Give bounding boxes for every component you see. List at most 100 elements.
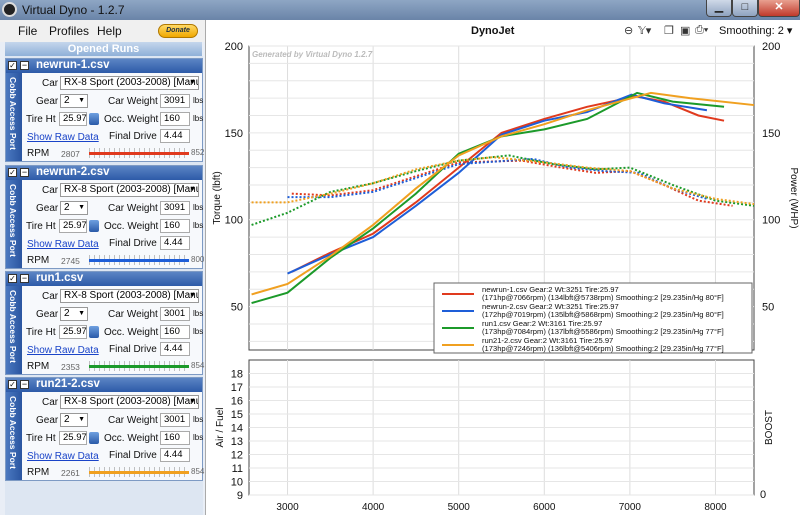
rpm-slider[interactable]: 852 [89, 148, 204, 158]
afr-tick-label: 14 [231, 423, 243, 435]
final-drive-input[interactable]: 4.44 [160, 342, 190, 356]
car-weight-input[interactable]: 3001 [160, 413, 190, 427]
show-raw-data-link[interactable]: Show Raw Data [27, 132, 99, 143]
chevron-down-icon: ▼ [189, 292, 196, 299]
chevron-down-icon: ▼ [78, 416, 85, 423]
car-weight-input[interactable]: 3001 [160, 307, 190, 321]
run-visible-checkbox[interactable]: ✓ [8, 274, 17, 283]
gear-select[interactable]: 2 ▼ [60, 307, 88, 321]
occ-weight-unit: lbs [193, 327, 204, 336]
occ-weight-unit: lbs [193, 433, 204, 442]
chevron-down-icon: ▼ [189, 79, 196, 86]
show-raw-data-link[interactable]: Show Raw Data [27, 345, 99, 356]
filter-icon[interactable]: 𝕐▾ [638, 25, 652, 37]
occ-weight-label: Occ. Weight [104, 114, 159, 125]
print-icon[interactable]: ⎙▾ [695, 24, 709, 36]
car-select[interactable]: RX-8 Sport (2003-2008) [Manual] ▼ [60, 76, 199, 90]
tire-ht-input[interactable]: 25.97 [59, 431, 87, 445]
gear-label: Gear [36, 203, 59, 214]
y-axis-label: Torque (lbft) [212, 171, 223, 224]
car-weight-label: Car Weight [108, 415, 158, 426]
legend-entry-detail: (173hp@7084rpm) (137lbft@5586rpm) Smooth… [482, 327, 724, 336]
car-weight-input[interactable]: 3091 [160, 94, 190, 108]
rpm-slider[interactable]: 854 [89, 467, 204, 477]
slider-track [89, 471, 189, 474]
car-weight-input[interactable]: 3091 [160, 201, 190, 215]
calculator-icon[interactable] [89, 326, 99, 338]
zoom-icon[interactable]: ⊖ [624, 25, 634, 37]
tire-ht-input[interactable]: 25.97 [59, 219, 87, 233]
run-name: newrun-2.csv [36, 166, 110, 178]
menu-bar: File Profiles Help Donate [0, 20, 205, 42]
menu-profiles[interactable]: Profiles [49, 24, 90, 38]
torque-series-line [287, 157, 708, 200]
legend-entry-name: run21-2.csv Gear:2 Wt:3161 Tire:25.97 [482, 336, 613, 345]
final-drive-input[interactable]: 4.44 [160, 448, 190, 462]
collapse-button[interactable]: − [20, 273, 29, 283]
afr-tick-label: 17 [231, 382, 243, 394]
run-name: run21-2.csv [36, 378, 100, 390]
run-visible-checkbox[interactable]: ✓ [8, 61, 17, 70]
rpm-max-value: 852 [191, 148, 205, 157]
chevron-down-icon: ▼ [78, 97, 85, 104]
y-tick-label: 100 [225, 215, 243, 227]
slider-track [89, 365, 189, 368]
car-weight-unit: lbs [193, 415, 204, 424]
y2-tick-label: 200 [762, 41, 780, 53]
collapse-button[interactable]: − [20, 379, 29, 389]
afr-tick-label: 11 [232, 463, 243, 475]
tire-ht-input[interactable]: 25.97 [59, 112, 87, 126]
collapse-button[interactable]: − [20, 60, 29, 70]
rpm-slider[interactable]: 854 [89, 361, 204, 371]
gear-select[interactable]: 2 ▼ [60, 413, 88, 427]
car-select[interactable]: RX-8 Sport (2003-2008) [Manual] ▼ [60, 289, 199, 303]
minimize-button[interactable]: ▁ [706, 0, 732, 17]
gear-value: 2 [64, 95, 70, 106]
slider-track [89, 152, 189, 155]
calculator-icon[interactable] [89, 113, 99, 125]
run-header: ✓ − newrun-1.csv [6, 59, 202, 73]
afr-axis-label: Air / Fuel [215, 407, 226, 447]
tire-ht-input[interactable]: 25.97 [59, 325, 87, 339]
gear-label: Gear [36, 415, 59, 426]
afr-tick-label: 9 [237, 490, 243, 502]
final-drive-label: Final Drive [109, 238, 157, 249]
gear-select[interactable]: 2 ▼ [60, 201, 88, 215]
occ-weight-input[interactable]: 160 [160, 431, 190, 445]
car-value: RX-8 Sport (2003-2008) [Manual] [64, 290, 199, 301]
maximize-button[interactable]: □ [732, 0, 758, 17]
collapse-button[interactable]: − [20, 167, 29, 177]
close-button[interactable]: ✕ [758, 0, 800, 17]
occ-weight-input[interactable]: 160 [160, 112, 190, 126]
calculator-icon[interactable] [89, 220, 99, 232]
run-visible-checkbox[interactable]: ✓ [8, 168, 17, 177]
final-drive-input[interactable]: 4.44 [160, 236, 190, 250]
menu-file[interactable]: File [18, 24, 38, 38]
save-icon[interactable]: ▣ [680, 25, 691, 37]
gear-select[interactable]: 2 ▼ [60, 94, 88, 108]
copy-icon[interactable]: ❐ [664, 25, 674, 37]
run-visible-checkbox[interactable]: ✓ [8, 380, 17, 389]
final-drive-input[interactable]: 4.44 [160, 129, 190, 143]
cobb-strip: Cobb Access Port [6, 392, 22, 480]
rpm-slider[interactable]: 800 [89, 255, 204, 265]
run-panel: ✓ − newrun-2.csv Cobb Access Port Car RX… [5, 165, 204, 269]
calculator-icon[interactable] [89, 432, 99, 444]
car-select[interactable]: RX-8 Sport (2003-2008) [Manual] ▼ [60, 395, 199, 409]
occ-weight-label: Occ. Weight [104, 327, 159, 338]
smoothing-dropdown[interactable]: Smoothing: 2 ▾ [719, 25, 793, 37]
occ-weight-input[interactable]: 160 [160, 325, 190, 339]
occ-weight-input[interactable]: 160 [160, 219, 190, 233]
show-raw-data-link[interactable]: Show Raw Data [27, 451, 99, 462]
occ-weight-unit: lbs [193, 114, 204, 123]
legend-entry-detail: (172hp@7019rpm) (135lbft@5868rpm) Smooth… [482, 310, 724, 319]
show-raw-data-link[interactable]: Show Raw Data [27, 239, 99, 250]
afr-tick-label: 10 [231, 477, 243, 489]
window-titlebar: Virtual Dyno - 1.2.7 [0, 0, 800, 20]
car-select[interactable]: RX-8 Sport (2003-2008) [Manual] ▼ [60, 183, 199, 197]
donate-button[interactable]: Donate [158, 24, 198, 38]
occ-weight-unit: lbs [193, 221, 204, 230]
rpm-label: RPM [27, 361, 50, 372]
menu-help[interactable]: Help [97, 24, 122, 38]
